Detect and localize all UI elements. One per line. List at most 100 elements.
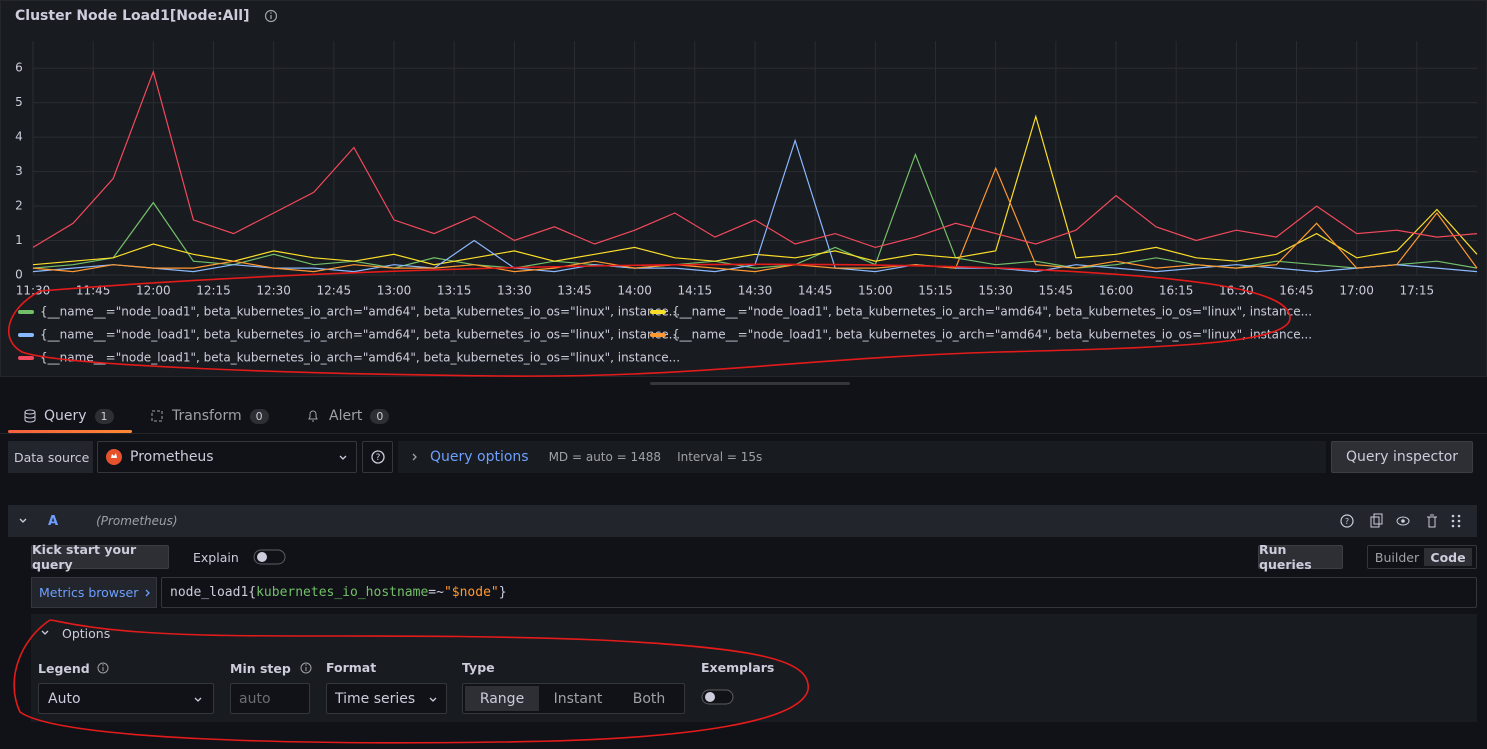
- x-tick-label: 17:00: [1339, 284, 1374, 298]
- interval: Interval = 15s: [677, 450, 763, 464]
- explain-label: Explain: [193, 549, 239, 565]
- x-tick-label: 16:30: [1219, 284, 1254, 298]
- svg-text:?: ?: [375, 453, 380, 463]
- x-tick-label: 15:45: [1039, 284, 1074, 298]
- legend-label: {__name__="node_load1", beta_kubernetes_…: [672, 305, 1312, 319]
- query-editor[interactable]: node_load1{kubernetes_io_hostname =~ "$nod…: [161, 577, 1477, 608]
- legend-item[interactable]: {__name__="node_load1", beta_kubernetes_…: [650, 328, 1312, 342]
- legend-label: Legend: [38, 659, 110, 677]
- series-line: [32, 69, 1478, 249]
- query-options-link[interactable]: Query options: [430, 449, 529, 465]
- x-tick-label: 14:00: [617, 284, 652, 298]
- options-toggle[interactable]: Options: [40, 623, 110, 643]
- type-range[interactable]: Range: [465, 686, 539, 711]
- info-icon[interactable]: [96, 661, 110, 675]
- legend-label: {__name__="node_load1", beta_kubernetes_…: [40, 305, 680, 319]
- chevron-down: [429, 697, 437, 702]
- help-button[interactable]: ?: [362, 441, 393, 473]
- legend-label: {__name__="node_load1", beta_kubernetes_…: [40, 351, 680, 365]
- kick-start-button[interactable]: Kick start your query: [31, 542, 169, 572]
- x-tick-label: 15:15: [918, 284, 953, 298]
- switch[interactable]: [253, 548, 287, 566]
- legend-item[interactable]: {__name__="node_load1", beta_kubernetes_…: [18, 328, 680, 342]
- max-data-points: MD = auto = 1488: [548, 450, 662, 464]
- tab-transform[interactable]: Transform 0: [150, 405, 269, 427]
- min-step-input[interactable]: auto: [230, 683, 310, 714]
- select-value: Time series: [335, 690, 416, 707]
- x-tick-label: 13:15: [437, 284, 472, 298]
- type-instant[interactable]: Instant: [553, 690, 603, 707]
- metrics-browser-button[interactable]: Metrics browser: [31, 577, 157, 608]
- expr-token: }: [498, 585, 507, 600]
- tabs-border: [0, 433, 1487, 434]
- x-tick-label: 11:45: [76, 284, 111, 298]
- y-tick-label: 2: [15, 199, 23, 213]
- datasource-picker[interactable]: Prometheus: [97, 441, 357, 473]
- query-datasource: (Prometheus): [96, 514, 178, 528]
- svg-text:?: ?: [1345, 517, 1349, 526]
- panel-title: Cluster Node Load1[Node:All]: [15, 6, 278, 26]
- info-icon[interactable]: [299, 661, 313, 675]
- x-tick-label: 12:30: [256, 284, 291, 298]
- bell-icon: [308, 410, 318, 422]
- query-ref[interactable]: A: [48, 513, 59, 529]
- query-row-actions[interactable]: ?: [1339, 513, 1469, 529]
- mode-builder[interactable]: Builder: [1374, 549, 1420, 565]
- collapse-icon[interactable]: [18, 516, 28, 526]
- y-tick-label: 3: [15, 164, 23, 178]
- tab-count: 1: [94, 408, 114, 424]
- type-label: Type: [462, 660, 495, 675]
- x-tick-label: 12:00: [136, 284, 171, 298]
- x-tick-label: 13:45: [557, 284, 592, 298]
- query-inspector-button[interactable]: Query inspector: [1331, 441, 1473, 473]
- panel-title-text: Cluster Node Load1[Node:All]: [15, 8, 250, 24]
- expr-token: kubernetes_io_hostname: [256, 585, 429, 600]
- chevron-down: [41, 630, 49, 635]
- chevron-down: [339, 455, 347, 460]
- expr-token: "$node": [443, 585, 499, 600]
- db-icon: [24, 409, 36, 423]
- legend-select[interactable]: Auto: [38, 683, 214, 714]
- tab-count: 0: [249, 408, 269, 424]
- x-tick-label: 16:15: [1159, 284, 1194, 298]
- legend-item[interactable]: {__name__="node_load1", beta_kubernetes_…: [18, 351, 680, 365]
- exemplars-switch[interactable]: [701, 688, 735, 706]
- chevron-right: [412, 453, 417, 461]
- query-row-header: A (Prometheus) ?: [8, 505, 1477, 537]
- x-tick-label: 13:00: [377, 284, 412, 298]
- placeholder: auto: [239, 690, 271, 707]
- format-select[interactable]: Time series: [326, 683, 447, 714]
- select-value: Auto: [48, 690, 81, 707]
- legend-item[interactable]: {__name__="node_load1", beta_kubernetes_…: [18, 305, 680, 319]
- run-queries-button[interactable]: Run queries: [1258, 542, 1343, 572]
- x-tick-label: 16:45: [1279, 284, 1314, 298]
- tab-count: 0: [370, 408, 390, 424]
- series-line: [32, 114, 1478, 266]
- splitter[interactable]: [650, 382, 850, 385]
- y-tick-label: 0: [15, 268, 23, 282]
- info-icon[interactable]: [264, 9, 278, 23]
- chevron-right: [145, 589, 151, 596]
- legend-label: {__name__="node_load1", beta_kubernetes_…: [40, 328, 680, 342]
- tab-query[interactable]: Query 1: [24, 405, 114, 427]
- legend-item[interactable]: {__name__="node_load1", beta_kubernetes_…: [650, 305, 1312, 319]
- tab-alert[interactable]: Alert 0: [307, 405, 390, 427]
- explain-toggle[interactable]: Explain: [193, 545, 287, 569]
- x-tick-label: 17:15: [1400, 284, 1435, 298]
- chart: 0 1 2 3 4 5 6 11:30 11:45 12:00 12:15 12:30 12:45 13:…: [15, 41, 1478, 365]
- datasource-label: Data source: [8, 441, 93, 473]
- label-text: Legend: [38, 660, 90, 676]
- type-both[interactable]: Both: [632, 690, 666, 707]
- query-options-bar[interactable]: Query options MD = auto = 1488 Interval …: [398, 441, 1326, 473]
- transform-icon: [151, 410, 163, 422]
- y-tick-label: 1: [15, 233, 23, 247]
- prometheus-logo: [106, 449, 122, 465]
- help-icon: ?: [370, 450, 385, 464]
- type-radio: Range Instant Both: [462, 683, 685, 714]
- min-step-label: Min step: [230, 659, 313, 677]
- tab-label: Query: [44, 408, 87, 424]
- mode-code[interactable]: Code: [1424, 548, 1472, 566]
- x-tick-label: 15:00: [858, 284, 893, 298]
- datasource-name: Prometheus: [130, 449, 214, 465]
